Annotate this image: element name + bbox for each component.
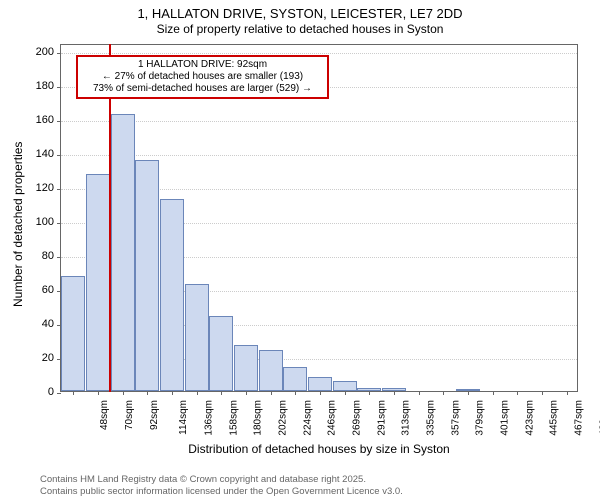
xtick-mark: [98, 391, 99, 395]
ytick-mark: [57, 155, 61, 156]
ytick-label: 40: [0, 318, 54, 330]
histogram-bar: [234, 345, 258, 391]
xtick-label: 158sqm: [228, 400, 239, 436]
ytick-label: 20: [0, 352, 54, 364]
ytick-mark: [57, 53, 61, 54]
xtick-mark: [246, 391, 247, 395]
xtick-label: 467sqm: [574, 400, 585, 436]
xtick-label: 202sqm: [278, 400, 289, 436]
xtick-label: 357sqm: [450, 400, 461, 436]
ytick-label: 200: [0, 46, 54, 58]
ytick-label: 160: [0, 114, 54, 126]
xtick-label: 114sqm: [178, 400, 189, 435]
ytick-label: 0: [0, 386, 54, 398]
xtick-label: 70sqm: [124, 400, 135, 430]
xtick-label: 313sqm: [401, 400, 412, 436]
xtick-mark: [345, 391, 346, 395]
gridline: [61, 121, 577, 122]
xtick-label: 335sqm: [426, 400, 437, 436]
annotation-text-3: 73% of semi-detached houses are larger (…: [82, 83, 323, 95]
xtick-label: 291sqm: [376, 400, 387, 436]
xtick-mark: [419, 391, 420, 395]
xtick-label: 423sqm: [524, 400, 535, 436]
xtick-label: 92sqm: [149, 400, 160, 430]
xtick-mark: [197, 391, 198, 395]
histogram-bar: [135, 160, 159, 391]
ytick-label: 80: [0, 250, 54, 262]
xtick-mark: [468, 391, 469, 395]
ytick-label: 60: [0, 284, 54, 296]
xtick-mark: [221, 391, 222, 395]
xtick-label: 445sqm: [549, 400, 560, 436]
ytick-mark: [57, 393, 61, 394]
annotation-box: 1 HALLATON DRIVE: 92sqm ← 27% of detache…: [76, 55, 329, 99]
ytick-mark: [57, 223, 61, 224]
annotation-text-1: 1 HALLATON DRIVE: 92sqm: [82, 59, 323, 71]
ytick-mark: [57, 87, 61, 88]
histogram-bar: [160, 199, 184, 391]
xtick-mark: [567, 391, 568, 395]
xtick-mark: [147, 391, 148, 395]
gridline: [61, 155, 577, 156]
histogram-bar: [86, 174, 110, 391]
xtick-mark: [172, 391, 173, 395]
xtick-mark: [443, 391, 444, 395]
xtick-mark: [73, 391, 74, 395]
histogram-bar: [333, 381, 357, 391]
ytick-label: 100: [0, 216, 54, 228]
xtick-label: 269sqm: [352, 400, 363, 436]
ytick-label: 120: [0, 182, 54, 194]
xtick-label: 224sqm: [302, 400, 313, 436]
xtick-mark: [517, 391, 518, 395]
xtick-mark: [369, 391, 370, 395]
xtick-mark: [320, 391, 321, 395]
xtick-mark: [542, 391, 543, 395]
annotation-text-2: ← 27% of detached houses are smaller (19…: [82, 71, 323, 83]
xtick-label: 246sqm: [327, 400, 338, 436]
xtick-label: 180sqm: [253, 400, 264, 436]
xtick-mark: [271, 391, 272, 395]
xtick-label: 379sqm: [475, 400, 486, 436]
ytick-mark: [57, 189, 61, 190]
histogram-bar: [209, 316, 233, 391]
histogram-bar: [111, 114, 135, 391]
page-title-line2: Size of property relative to detached ho…: [0, 22, 600, 36]
ytick-mark: [57, 121, 61, 122]
histogram-bar: [61, 276, 85, 391]
histogram-bar: [308, 377, 332, 391]
attribution-line1: Contains HM Land Registry data © Crown c…: [40, 474, 403, 486]
ytick-mark: [57, 257, 61, 258]
xtick-mark: [123, 391, 124, 395]
attribution-block: Contains HM Land Registry data © Crown c…: [40, 474, 403, 498]
xtick-mark: [394, 391, 395, 395]
xtick-mark: [493, 391, 494, 395]
ytick-label: 180: [0, 80, 54, 92]
attribution-line2: Contains public sector information licen…: [40, 486, 403, 498]
histogram-bar: [259, 350, 283, 391]
histogram-bar: [283, 367, 307, 391]
x-axis-label: Distribution of detached houses by size …: [60, 442, 578, 456]
page-title-line1: 1, HALLATON DRIVE, SYSTON, LEICESTER, LE…: [0, 6, 600, 21]
xtick-label: 136sqm: [204, 400, 215, 436]
histogram-bar: [185, 284, 209, 391]
xtick-label: 48sqm: [99, 400, 110, 430]
xtick-label: 401sqm: [500, 400, 511, 436]
xtick-mark: [295, 391, 296, 395]
ytick-label: 140: [0, 148, 54, 160]
